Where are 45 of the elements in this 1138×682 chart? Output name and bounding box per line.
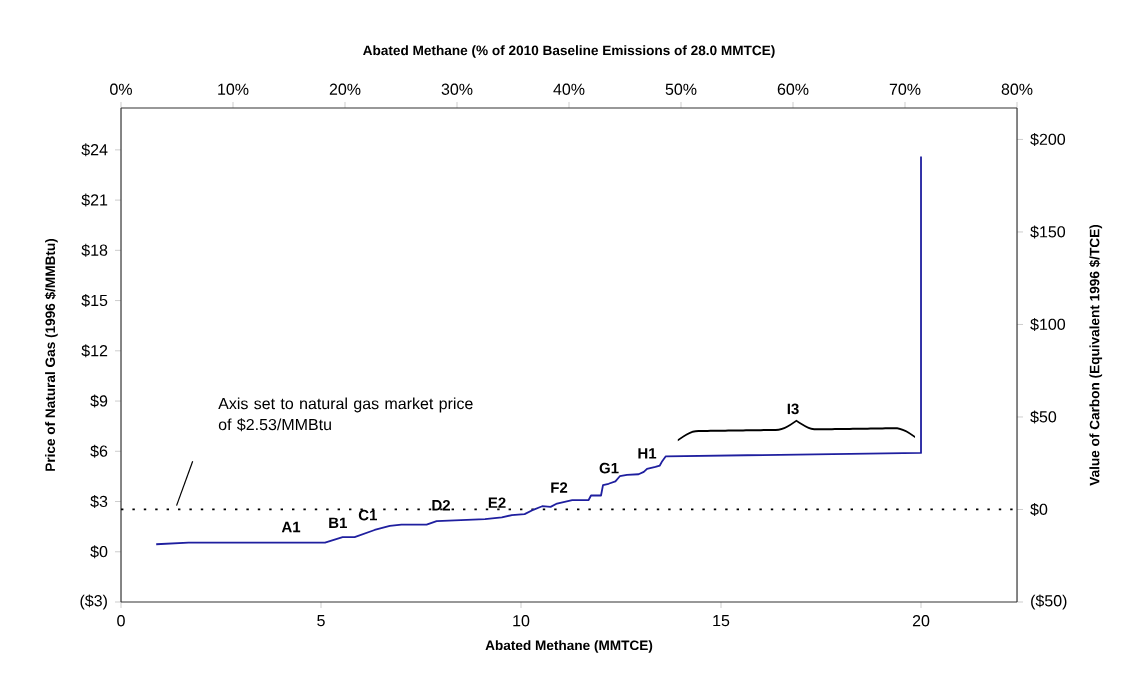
annotation: E2 bbox=[488, 497, 506, 508]
y-tick-label: $21 bbox=[81, 193, 108, 207]
annotation: H1 bbox=[638, 448, 657, 459]
annotation: D2 bbox=[432, 499, 450, 511]
x-tick-label: 10 bbox=[513, 615, 530, 627]
y2-tick-label: $200 bbox=[1030, 132, 1066, 146]
annotation: B1 bbox=[329, 517, 347, 528]
y-axis-title: Price of Natural Gas (1996 $/MMBtu) bbox=[44, 238, 58, 471]
x2-tick-label: 60% bbox=[777, 83, 809, 95]
y-tick-label: $3 bbox=[90, 495, 108, 508]
y2-tick-label: $100 bbox=[1030, 317, 1066, 331]
line-series bbox=[155, 155, 922, 546]
annotation: C1 bbox=[358, 509, 377, 521]
x-tick-label: 15 bbox=[713, 615, 730, 627]
y-tick-label: $12 bbox=[81, 344, 108, 358]
x2-axis-title: Abated Methane (% of 2010 Baseline Emissions of 28.0 MMTCE) bbox=[363, 45, 775, 58]
y-tick-label: $6 bbox=[90, 444, 108, 458]
x-axis-title: Abated Methane (MMTCE) bbox=[485, 640, 653, 653]
x-tick-label: 0 bbox=[117, 615, 125, 627]
x2-tick-label: 50% bbox=[665, 83, 697, 95]
x-tick-label: 5 bbox=[317, 615, 325, 627]
x-tick-label: 20 bbox=[912, 615, 930, 627]
y-tick-label: $9 bbox=[90, 394, 108, 408]
y-tick-label: $15 bbox=[81, 294, 108, 308]
y2-axis-title: Value of Carbon (Equivalent 1996 $/TCE) bbox=[1089, 224, 1103, 486]
x2-tick-label: 40% bbox=[553, 83, 585, 95]
y2-tick-label: $0 bbox=[1030, 503, 1048, 516]
x2-tick-label: 30% bbox=[441, 83, 473, 95]
annotation: F2 bbox=[551, 482, 568, 493]
y2-tick-label: $150 bbox=[1030, 225, 1066, 239]
y2-tick-label: $50 bbox=[1030, 410, 1057, 424]
x2-tick-label: 70% bbox=[889, 83, 921, 95]
annotation: A1 bbox=[281, 521, 301, 533]
y-tick-label: $18 bbox=[81, 243, 108, 257]
annotation: I3 bbox=[787, 403, 799, 415]
x2-tick-label: 0% bbox=[110, 83, 132, 95]
y2-tick-label: ($50) bbox=[1031, 594, 1067, 610]
annotation: Axis set to natural gas market price of $2.53/MMBtu bbox=[218, 397, 473, 432]
y-tick-label: ($3) bbox=[80, 594, 107, 610]
x2-tick-label: 10% bbox=[218, 83, 249, 95]
x2-tick-label: 20% bbox=[329, 83, 361, 95]
y-tick-label: $24 bbox=[81, 143, 108, 157]
annotation: G1 bbox=[599, 462, 619, 474]
y-tick-label: $0 bbox=[90, 545, 108, 559]
x2-tick-label: 80% bbox=[1001, 83, 1033, 95]
